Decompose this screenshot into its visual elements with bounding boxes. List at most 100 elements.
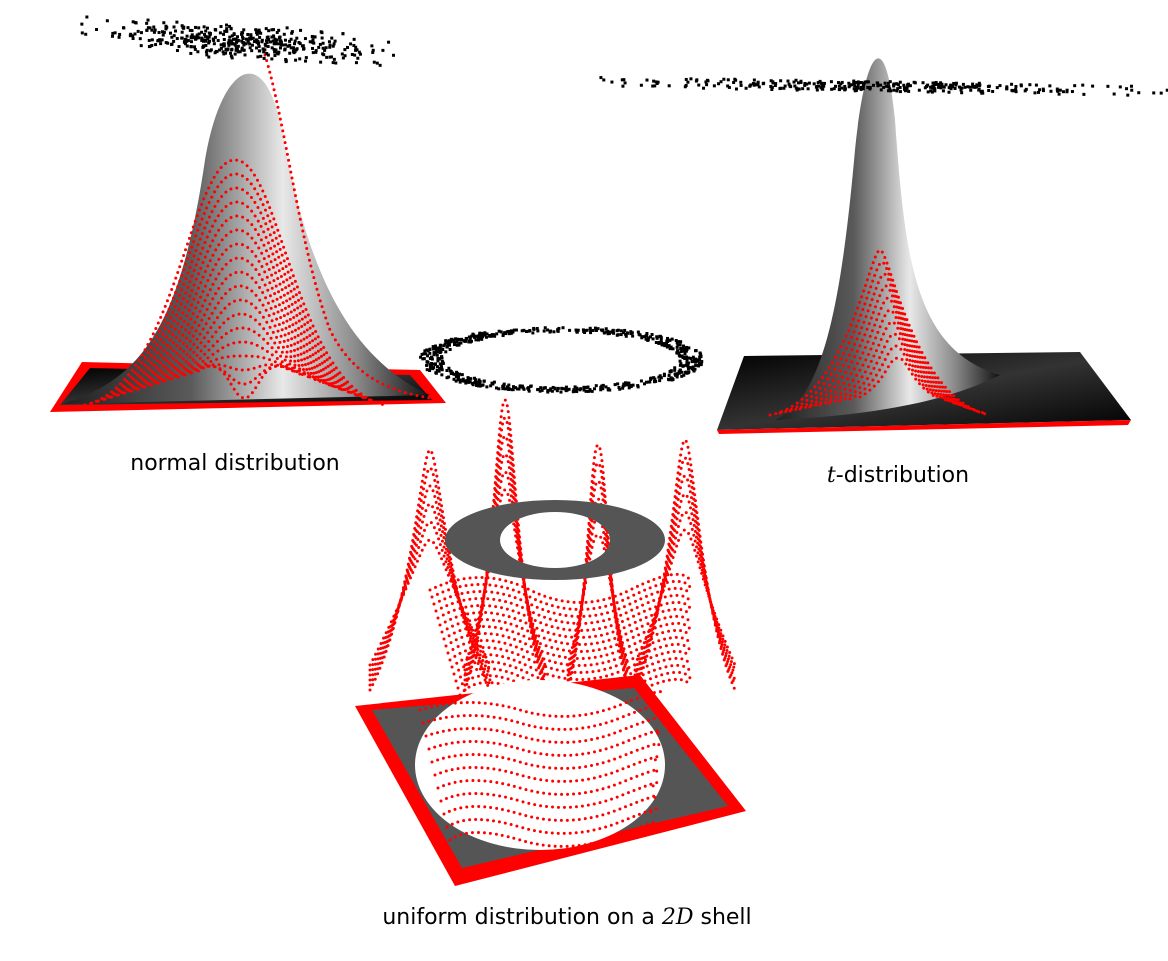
sample-point bbox=[838, 85, 841, 88]
sample-point bbox=[456, 344, 459, 347]
sample-point bbox=[684, 371, 687, 374]
sample-point bbox=[434, 371, 437, 374]
sample-point bbox=[284, 39, 287, 42]
sample-point bbox=[895, 82, 898, 85]
sample-point bbox=[975, 83, 978, 86]
sample-point bbox=[118, 36, 121, 39]
sample-point bbox=[370, 44, 373, 47]
sample-point bbox=[213, 42, 216, 45]
sample-point bbox=[312, 41, 315, 44]
sample-point bbox=[695, 78, 698, 81]
sample-point bbox=[355, 61, 358, 64]
sample-point bbox=[694, 364, 697, 367]
sample-point bbox=[178, 45, 181, 48]
sample-point bbox=[214, 29, 217, 32]
sample-point bbox=[320, 31, 323, 34]
sample-point bbox=[679, 355, 682, 358]
sample-point bbox=[381, 49, 384, 52]
sample-point bbox=[488, 335, 491, 338]
sample-point bbox=[841, 81, 844, 84]
sample-point bbox=[892, 89, 895, 92]
sample-point bbox=[1056, 88, 1059, 91]
sample-point bbox=[349, 42, 352, 45]
sample-point bbox=[1152, 91, 1155, 94]
sample-point bbox=[190, 36, 193, 39]
sample-point bbox=[717, 82, 720, 85]
sample-point bbox=[631, 335, 634, 338]
sample-point bbox=[273, 54, 276, 57]
sample-point bbox=[882, 86, 885, 89]
sample-point bbox=[447, 343, 450, 346]
sample-point bbox=[314, 35, 317, 38]
sample-point bbox=[372, 49, 375, 52]
sample-point bbox=[604, 385, 607, 388]
sample-point bbox=[999, 84, 1002, 87]
sample-point bbox=[242, 41, 245, 44]
sample-point bbox=[925, 85, 928, 88]
sample-point bbox=[899, 90, 902, 93]
sample-point bbox=[427, 361, 430, 364]
sample-point bbox=[668, 84, 671, 87]
sample-point bbox=[817, 85, 820, 88]
sample-point bbox=[682, 356, 685, 359]
sample-point bbox=[1082, 93, 1085, 96]
sample-point bbox=[230, 55, 233, 58]
sample-point bbox=[234, 44, 237, 47]
sample-point bbox=[803, 82, 806, 85]
sample-point bbox=[197, 36, 200, 39]
sample-point bbox=[80, 23, 83, 26]
sample-point bbox=[853, 84, 856, 87]
sample-point bbox=[165, 41, 168, 44]
sample-point bbox=[311, 35, 314, 38]
sample-point bbox=[442, 344, 445, 347]
sample-point bbox=[329, 44, 332, 47]
sample-point bbox=[292, 46, 295, 49]
sample-point bbox=[392, 54, 395, 57]
sample-point bbox=[234, 53, 237, 56]
sample-point bbox=[630, 384, 633, 387]
sample-point bbox=[182, 26, 185, 29]
sample-point bbox=[229, 52, 232, 55]
sample-point bbox=[568, 329, 571, 332]
caption-shell: uniform distribution on a 2D shell bbox=[382, 905, 751, 930]
sample-point bbox=[640, 379, 643, 382]
sample-point bbox=[542, 387, 545, 390]
sample-point bbox=[299, 42, 302, 45]
sample-point bbox=[512, 388, 515, 391]
sample-point bbox=[489, 384, 492, 387]
sample-point bbox=[315, 49, 318, 52]
sample-point bbox=[311, 47, 314, 50]
caption-text: shell bbox=[694, 905, 752, 930]
sample-point bbox=[682, 345, 685, 348]
sample-point bbox=[669, 370, 672, 373]
sample-point bbox=[546, 329, 549, 332]
sample-point bbox=[837, 81, 840, 84]
sample-point bbox=[770, 88, 773, 91]
sample-point bbox=[685, 350, 688, 353]
sample-point bbox=[660, 338, 663, 341]
sample-point bbox=[801, 87, 804, 90]
sample-point bbox=[272, 39, 275, 42]
sample-point bbox=[159, 42, 162, 45]
sample-point bbox=[106, 19, 109, 22]
sample-point bbox=[762, 82, 765, 85]
sample-point bbox=[784, 85, 787, 88]
sample-point bbox=[962, 83, 965, 86]
sample-point bbox=[907, 90, 910, 93]
sample-point bbox=[430, 356, 433, 359]
sample-point bbox=[852, 80, 855, 83]
sample-point bbox=[322, 47, 325, 50]
sample-point bbox=[283, 33, 286, 36]
sample-point bbox=[207, 56, 210, 59]
sample-point bbox=[206, 27, 209, 30]
sample-point bbox=[462, 379, 465, 382]
sample-point bbox=[511, 331, 514, 334]
sample-point bbox=[376, 62, 379, 65]
sample-point bbox=[502, 384, 505, 387]
sample-point bbox=[585, 386, 588, 389]
sample-point bbox=[947, 91, 950, 94]
sample-point bbox=[879, 84, 882, 87]
sample-point bbox=[589, 331, 592, 334]
sample-point bbox=[758, 85, 761, 88]
sample-point bbox=[933, 87, 936, 90]
